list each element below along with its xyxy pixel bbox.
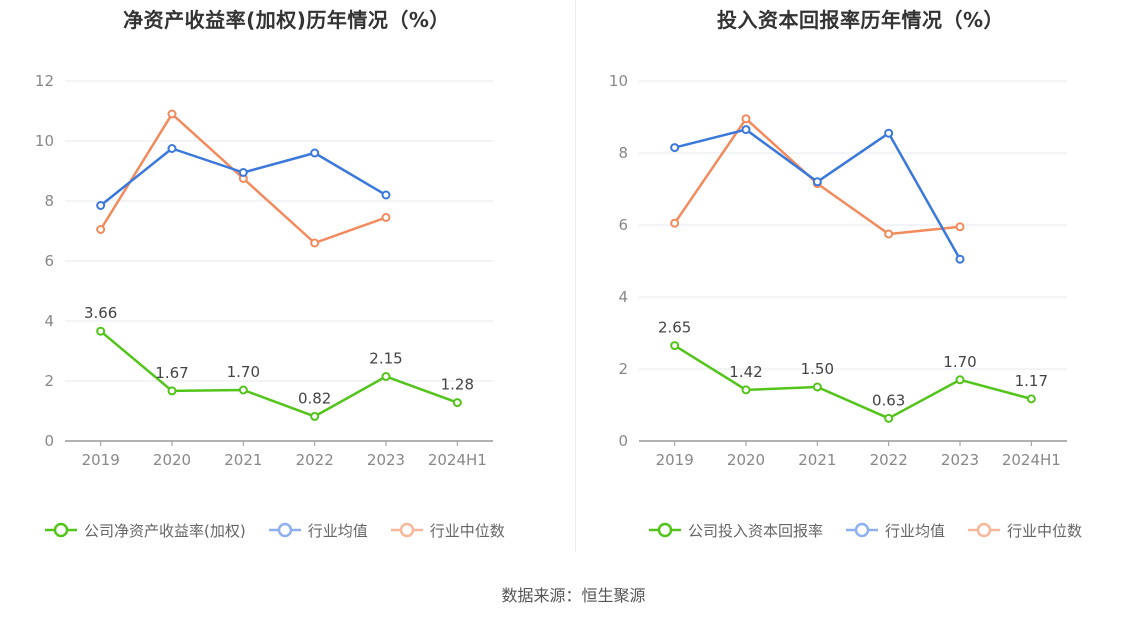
data-point	[96, 326, 106, 336]
y-tick-label: 6	[44, 252, 54, 270]
data-point	[238, 385, 248, 395]
data-label: 1.17	[1015, 372, 1048, 390]
data-label: 1.50	[801, 360, 834, 378]
data-point	[884, 229, 894, 239]
data-point	[741, 385, 751, 395]
y-tick-label: 8	[618, 144, 628, 162]
data-point	[167, 144, 177, 153]
y-tick-label: 8	[44, 192, 54, 210]
data-point	[955, 254, 965, 264]
data-point	[381, 372, 391, 381]
data-point	[238, 168, 248, 177]
x-tick-label: 2021	[224, 451, 262, 469]
data-label: 1.67	[155, 364, 188, 382]
data-point	[310, 411, 320, 421]
legend-line-circle-icon	[390, 522, 423, 538]
data-point	[955, 222, 965, 232]
data-label: 2.65	[658, 319, 691, 337]
data-point	[310, 148, 320, 158]
data-point	[96, 201, 106, 210]
data-source: 数据来源：恒生聚源	[501, 586, 646, 605]
roic-chart-panel: 投入资本回报率历年情况（%） 0 2 4 6 8 10 2019 2020 2021 2022 20…	[574, 0, 1147, 560]
data-point	[167, 109, 177, 119]
data-point	[670, 143, 680, 153]
data-point	[167, 386, 177, 396]
data-point	[96, 225, 106, 234]
legend-item[interactable]: 行业中位数	[390, 520, 505, 541]
legend-label: 行业均值	[307, 521, 368, 540]
legend-line-circle-icon	[649, 522, 681, 538]
data-label: 1.42	[729, 363, 762, 381]
y-tick-label: 2	[618, 360, 628, 378]
x-tick-label: 2020	[153, 451, 191, 469]
data-label: 1.70	[943, 353, 976, 371]
x-tick-label: 2024H1	[428, 451, 487, 469]
x-tick-label: 2021	[798, 451, 836, 469]
x-tick-label: 2019	[82, 451, 120, 469]
data-point	[741, 114, 751, 124]
roic-chart-svg: 0 2 4 6 8 10 2019 2020 2021 2022 2023 2024H1 2.65 1.4…	[609, 72, 1067, 469]
legend-item[interactable]: 行业均值	[268, 520, 368, 541]
legend-line-circle-icon	[968, 522, 1001, 538]
data-point	[812, 382, 822, 392]
legend-line-circle-icon	[846, 522, 879, 538]
x-tick-label: 2022	[296, 451, 334, 469]
data-point	[310, 238, 320, 248]
y-tick-label: 10	[609, 72, 628, 90]
data-point	[955, 375, 965, 385]
y-tick-label: 6	[618, 216, 628, 234]
legend-line-circle-icon	[45, 522, 77, 538]
series-line	[99, 330, 458, 418]
x-tick-label: 2023	[367, 451, 405, 469]
x-tick-label: 2022	[870, 451, 908, 469]
y-tick-label: 4	[44, 312, 54, 330]
panel-divider	[575, 0, 576, 552]
legend-item[interactable]: 公司净资产收益率(加权)	[44, 520, 246, 541]
data-point	[670, 218, 680, 228]
x-tick-label: 2019	[656, 451, 694, 469]
legend-label: 行业中位数	[429, 521, 505, 540]
data-label: 2.15	[369, 350, 402, 368]
y-tick-label: 10	[35, 132, 54, 150]
data-label: 1.28	[441, 376, 474, 394]
data-point	[741, 125, 751, 135]
legend-label: 公司投入资本回报率	[688, 521, 824, 540]
y-tick-label: 0	[44, 432, 54, 450]
data-point	[884, 128, 894, 138]
x-tick-label: 2024H1	[1002, 451, 1061, 469]
chart-title: 投入资本回报率历年情况（%）	[716, 8, 1005, 32]
data-point	[812, 177, 822, 187]
legend-item[interactable]: 公司投入资本回报率	[648, 520, 823, 541]
data-point	[381, 213, 391, 222]
roic-legend: 公司投入资本回报率 行业均值 行业中位数	[648, 518, 1082, 542]
y-tick-label: 4	[618, 288, 628, 306]
y-tick-label: 0	[618, 432, 628, 450]
legend-label: 行业中位数	[1007, 521, 1083, 540]
y-tick-label: 2	[44, 372, 54, 390]
legend-line-circle-icon	[268, 522, 301, 538]
data-point	[884, 413, 894, 423]
legend-label: 公司净资产收益率(加权)	[84, 521, 246, 540]
roe-chart-svg: 0 2 4 6 8 10 12 2019 2020 2021 2022 2023 2024H1 3.66 1…	[35, 72, 493, 469]
series-line	[674, 344, 1032, 420]
y-tick-label: 12	[35, 72, 54, 90]
legend-label: 行业均值	[885, 521, 946, 540]
data-label: 1.70	[227, 363, 260, 381]
data-point	[1026, 394, 1036, 404]
x-tick-label: 2023	[941, 451, 979, 469]
x-tick-label: 2020	[727, 451, 765, 469]
roe-chart-panel: 净资产收益率(加权)历年情况（%） 0 2 4 6 8 10 12 2019 2020 2021 2…	[0, 0, 573, 560]
data-point	[452, 398, 462, 408]
series-line	[674, 128, 962, 260]
chart-title: 净资产收益率(加权)历年情况（%）	[123, 8, 450, 32]
data-point	[670, 341, 680, 351]
data-label: 0.82	[298, 389, 331, 407]
legend-item[interactable]: 行业均值	[845, 520, 945, 541]
data-label: 3.66	[84, 304, 117, 322]
data-point	[381, 190, 391, 200]
roe-legend: 公司净资产收益率(加权) 行业均值 行业中位数	[44, 518, 505, 542]
data-label: 0.63	[872, 391, 905, 409]
legend-item[interactable]: 行业中位数	[967, 520, 1082, 541]
